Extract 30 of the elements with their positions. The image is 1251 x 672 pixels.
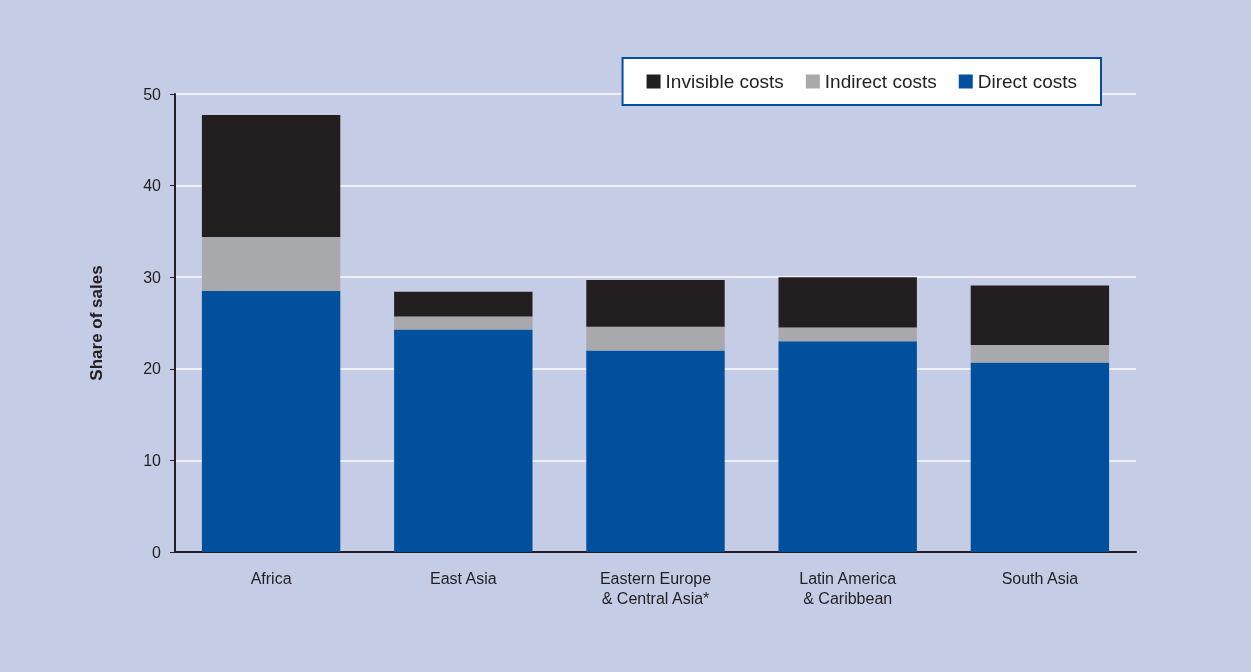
bar [394,329,533,552]
bar [201,236,341,291]
legend-label: Invisible costs [665,71,784,92]
bar [394,316,533,330]
bar [201,115,341,237]
bar [586,326,725,351]
x-tick-label: Eastern Europe & Central Asia* [599,569,712,607]
y-tick-label: 10 [143,451,162,469]
y-tick-label: 30 [143,268,162,286]
y-axis-title: Share of sales [87,265,106,381]
y-tick-label: 20 [143,360,162,378]
bar [586,279,725,327]
bar [778,277,917,328]
legend-label: Direct costs [977,71,1078,92]
bar [970,344,1110,363]
x-tick-label: East Asia [429,569,497,587]
bar [970,362,1110,552]
y-tick-label: 50 [143,85,162,103]
y-tick-label: 40 [143,177,162,195]
x-tick-label: Africa [250,569,292,587]
bar [778,341,917,552]
legend-label: Indirect costs [824,71,937,92]
y-tick-label: 0 [152,543,162,561]
bar [394,291,533,317]
bar [970,285,1110,345]
x-tick-label: South Asia [1001,569,1079,587]
x-tick-label: Latin America & Caribbean [799,569,897,607]
bar [586,350,725,552]
bar [201,290,341,552]
bar [778,327,917,342]
